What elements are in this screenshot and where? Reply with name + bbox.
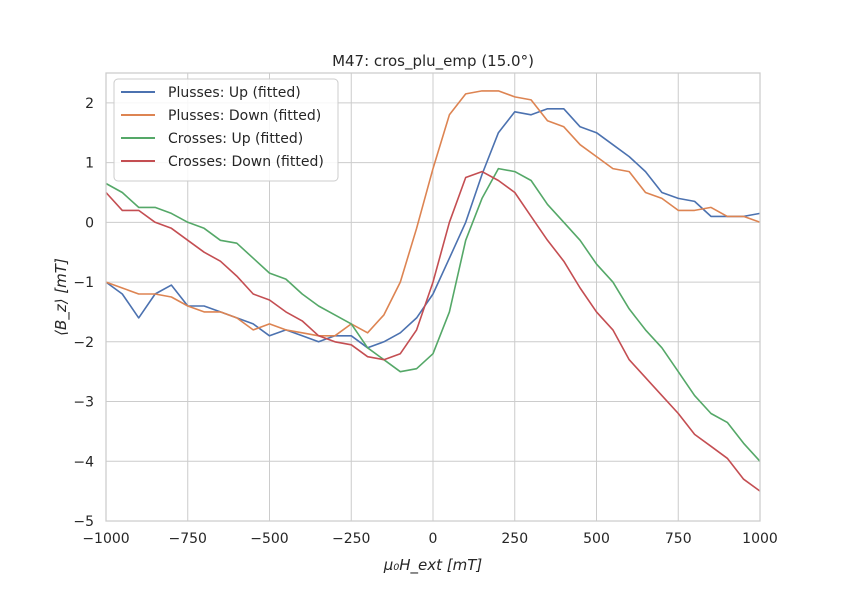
- y-tick-label: 0: [85, 215, 94, 231]
- x-tick-label: 500: [583, 531, 610, 547]
- x-tick-label: −250: [332, 531, 370, 547]
- y-tick-label: −3: [73, 395, 94, 411]
- series-line-2: [105, 167, 761, 462]
- chart-title: M47: cros_plu_emp (15.0°): [332, 52, 534, 71]
- y-tick-label: 2: [85, 96, 94, 112]
- legend-label: Plusses: Down (fitted): [168, 108, 321, 124]
- y-tick-label: 1: [85, 156, 94, 172]
- y-tick-label: −2: [73, 335, 94, 351]
- plot-frame: [105, 72, 761, 522]
- y-tick-labels: −5 −4 −3 −2 −1 0 1 2: [73, 96, 94, 530]
- legend-label: Crosses: Up (fitted): [168, 131, 303, 147]
- x-axis-label: μ₀H_ext [mT]: [383, 556, 483, 575]
- x-tick-label: 0: [429, 531, 438, 547]
- x-tick-label: −500: [250, 531, 288, 547]
- legend-label: Plusses: Up (fitted): [168, 85, 301, 101]
- series-line-3: [105, 170, 761, 492]
- x-tick-labels: −1000 −750 −500 −250 0 250 500 750 1000: [82, 531, 778, 547]
- series-lines: [105, 90, 761, 492]
- y-axis-label: ⟨B_z⟩ [mT]: [52, 258, 71, 336]
- x-tick-label: −750: [169, 531, 207, 547]
- y-tick-label: −5: [73, 514, 94, 530]
- x-tick-label: 1000: [742, 531, 778, 547]
- legend-label: Crosses: Down (fitted): [168, 154, 324, 170]
- series-line-0: [105, 108, 761, 349]
- x-tick-label: 250: [501, 531, 528, 547]
- series-line-1: [105, 90, 761, 337]
- legend-box: [113, 78, 339, 182]
- x-tick-label: 750: [665, 531, 692, 547]
- y-tick-label: −4: [73, 454, 94, 470]
- x-tick-label: −1000: [82, 531, 129, 547]
- y-tick-label: −1: [73, 275, 94, 291]
- legend: Plusses: Up (fitted) Plusses: Down (fitte…: [113, 78, 339, 182]
